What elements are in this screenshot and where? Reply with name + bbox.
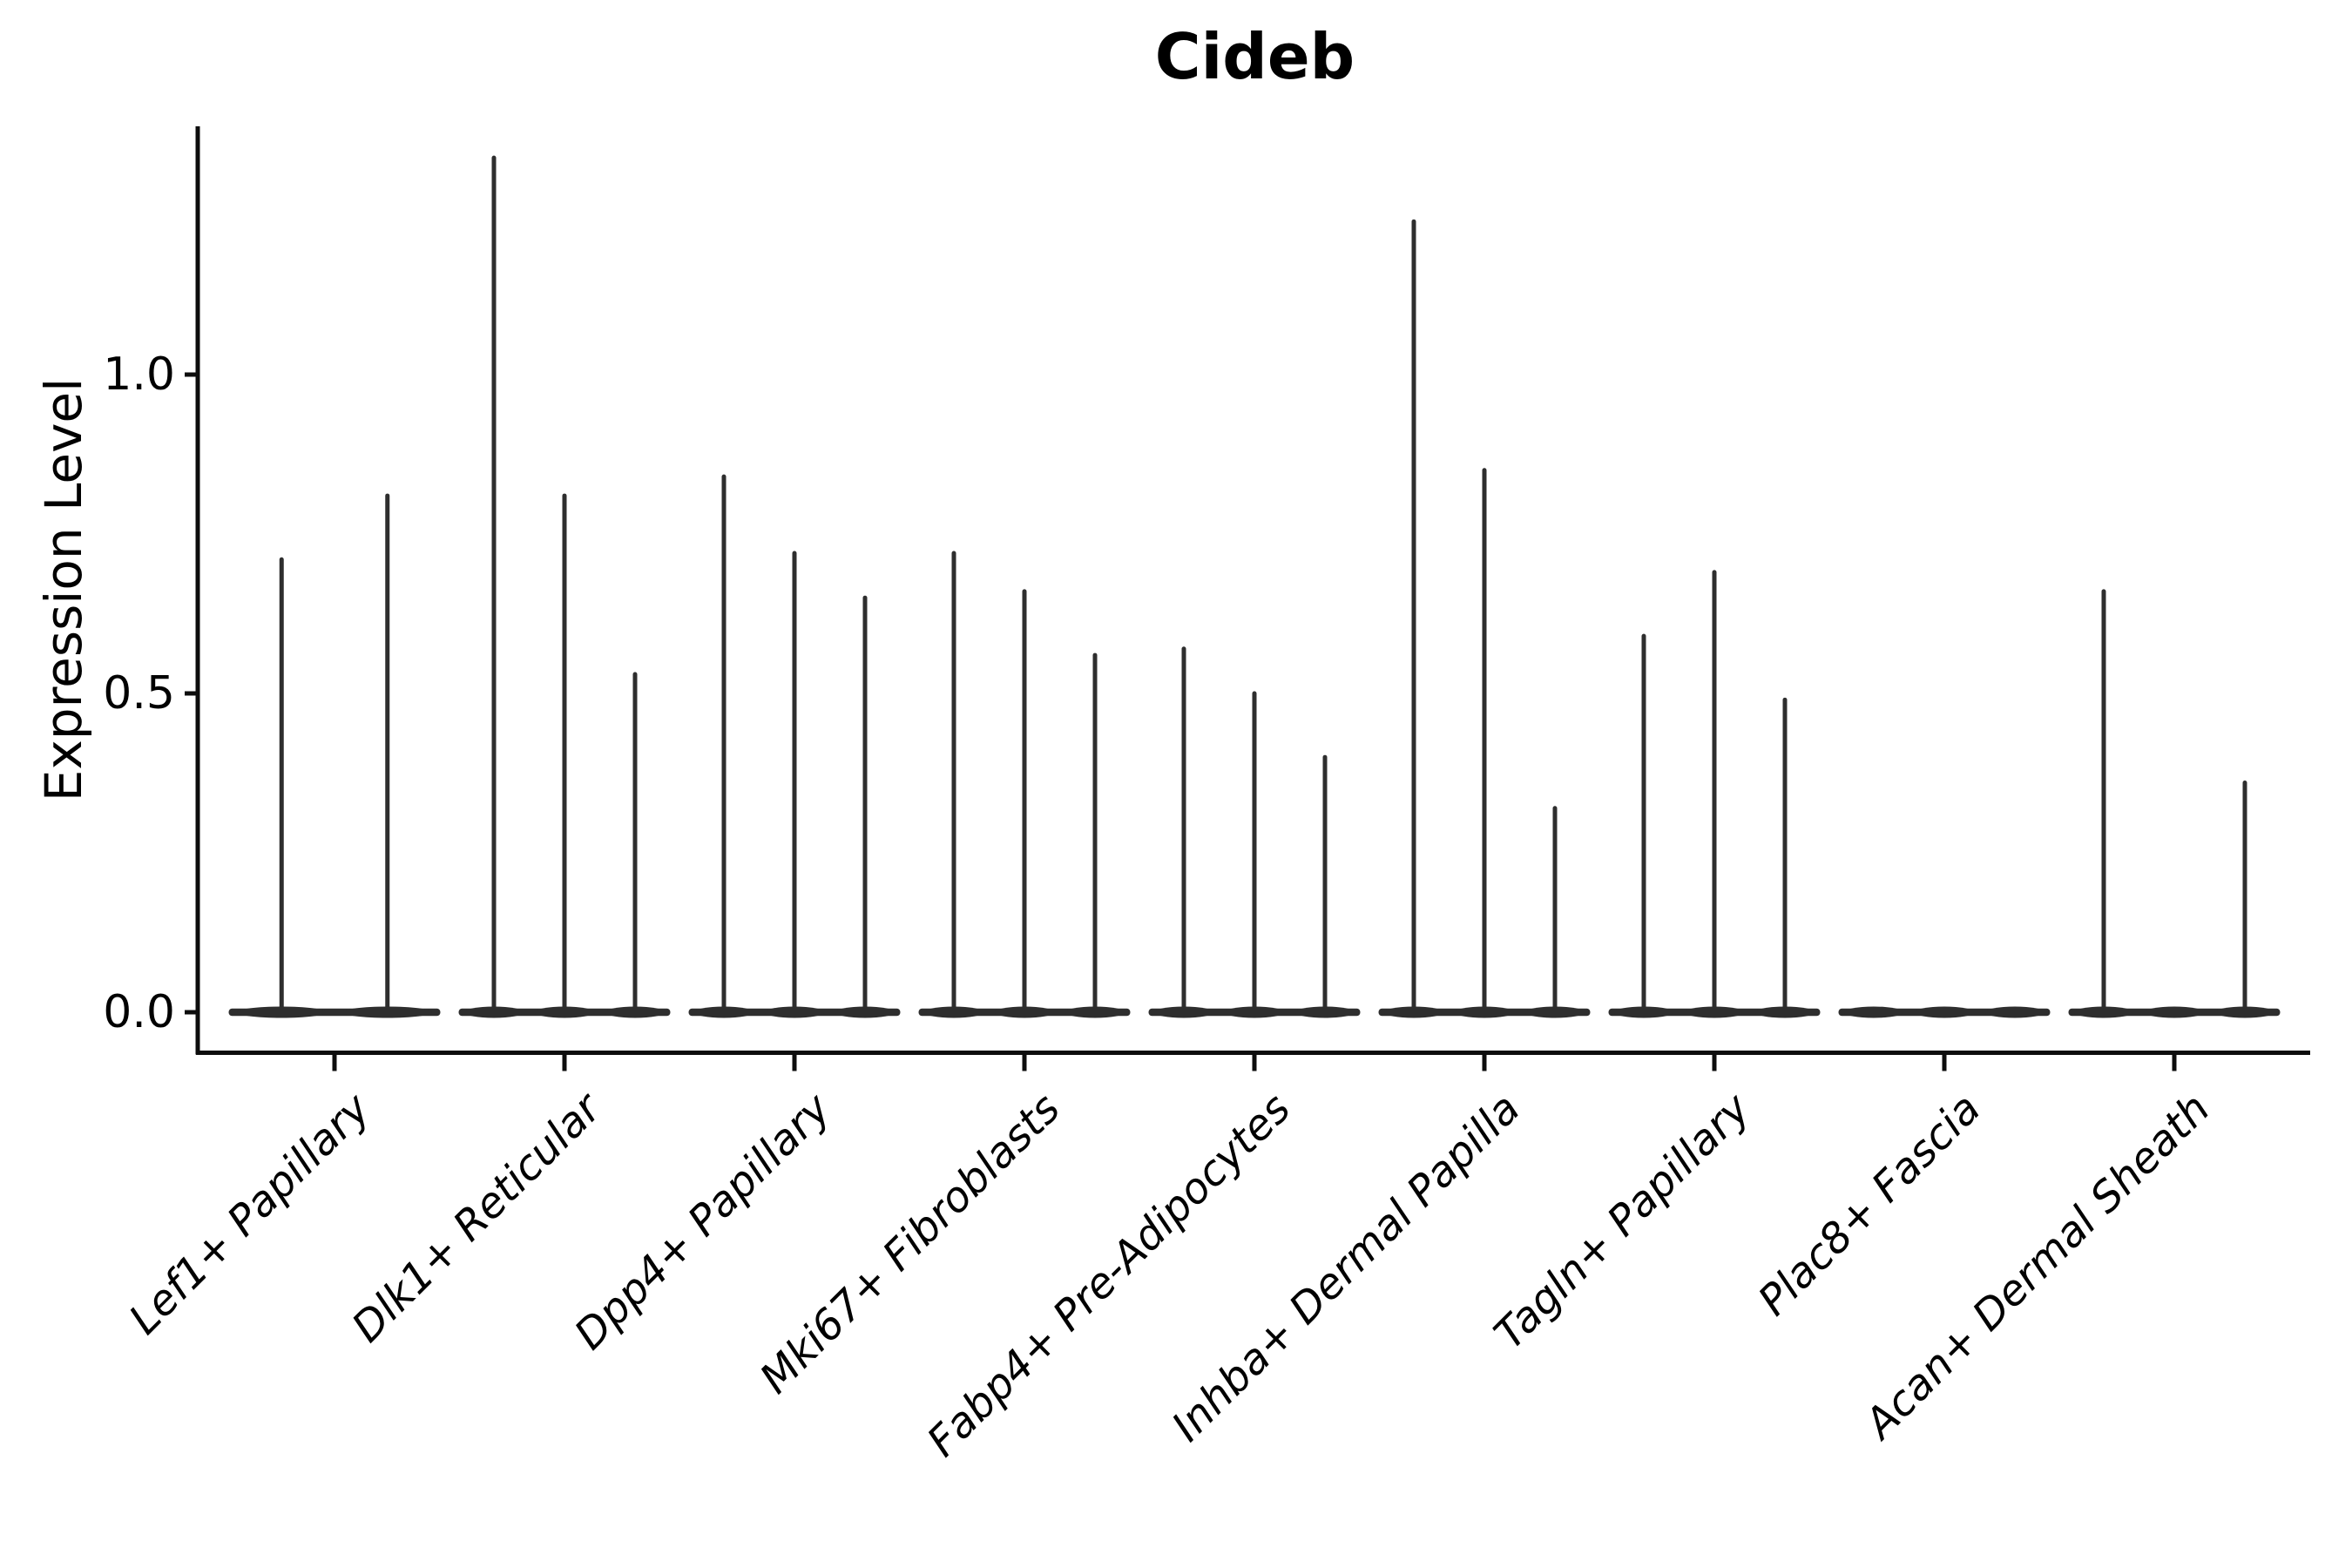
- plot-title: Cideb: [1154, 20, 1355, 93]
- y-tick-label: 0.0: [103, 986, 175, 1038]
- y-tick-label: 0.5: [103, 667, 175, 720]
- y-tick-label: 1.0: [103, 348, 175, 401]
- violin-body: [1843, 1006, 1904, 1018]
- violin-body: [1914, 1006, 1975, 1018]
- violin-body: [2144, 1006, 2205, 1018]
- violin-body: [1984, 1006, 2045, 1018]
